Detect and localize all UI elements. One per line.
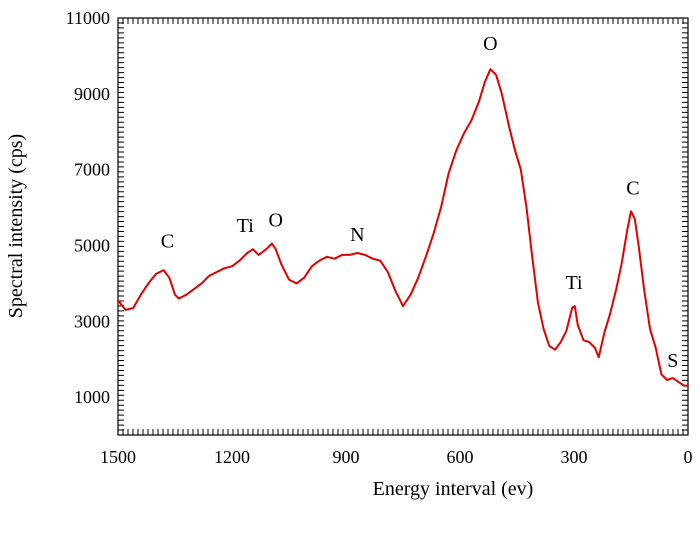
y-tick-label: 1000 [74,387,110,407]
peak-label-c: C [161,230,174,252]
y-tick-label: 7000 [74,160,110,180]
y-tick-label: 5000 [74,235,110,255]
series-line [117,68,689,387]
peak-label-ti: Ti [237,215,255,237]
x-tick-label: 600 [447,447,474,467]
peak-annotations: C Ti O N O Ti C S [161,33,679,372]
peak-label-n: N [350,224,364,246]
x-tick-label: 300 [561,447,588,467]
x-axis-title: Energy interval (ev) [373,478,534,500]
y-tick-labels: 1000 3000 5000 7000 9000 11000 [66,8,110,407]
x-tick-label: 900 [333,447,360,467]
y-tick-label: 3000 [74,311,110,331]
peak-label-s: S [667,350,678,372]
x-tick-label: 1200 [214,447,250,467]
x-tick-labels: 1500 1200 900 600 300 0 [100,447,693,467]
y-tick-label: 11000 [66,8,110,28]
x-tick-label: 0 [684,447,693,467]
y-tick-label: 9000 [74,84,110,104]
minor-ticks [117,17,689,436]
minor-tick-marks [117,17,689,436]
plot-frame [117,17,689,436]
peak-label-o: O [483,33,497,55]
y-axis-title: Spectral intensity (cps) [5,134,27,318]
peak-label-ti: Ti [565,272,583,294]
peak-label-o: O [268,210,282,232]
peak-label-c: C [626,177,639,199]
x-tick-label: 1500 [100,447,136,467]
